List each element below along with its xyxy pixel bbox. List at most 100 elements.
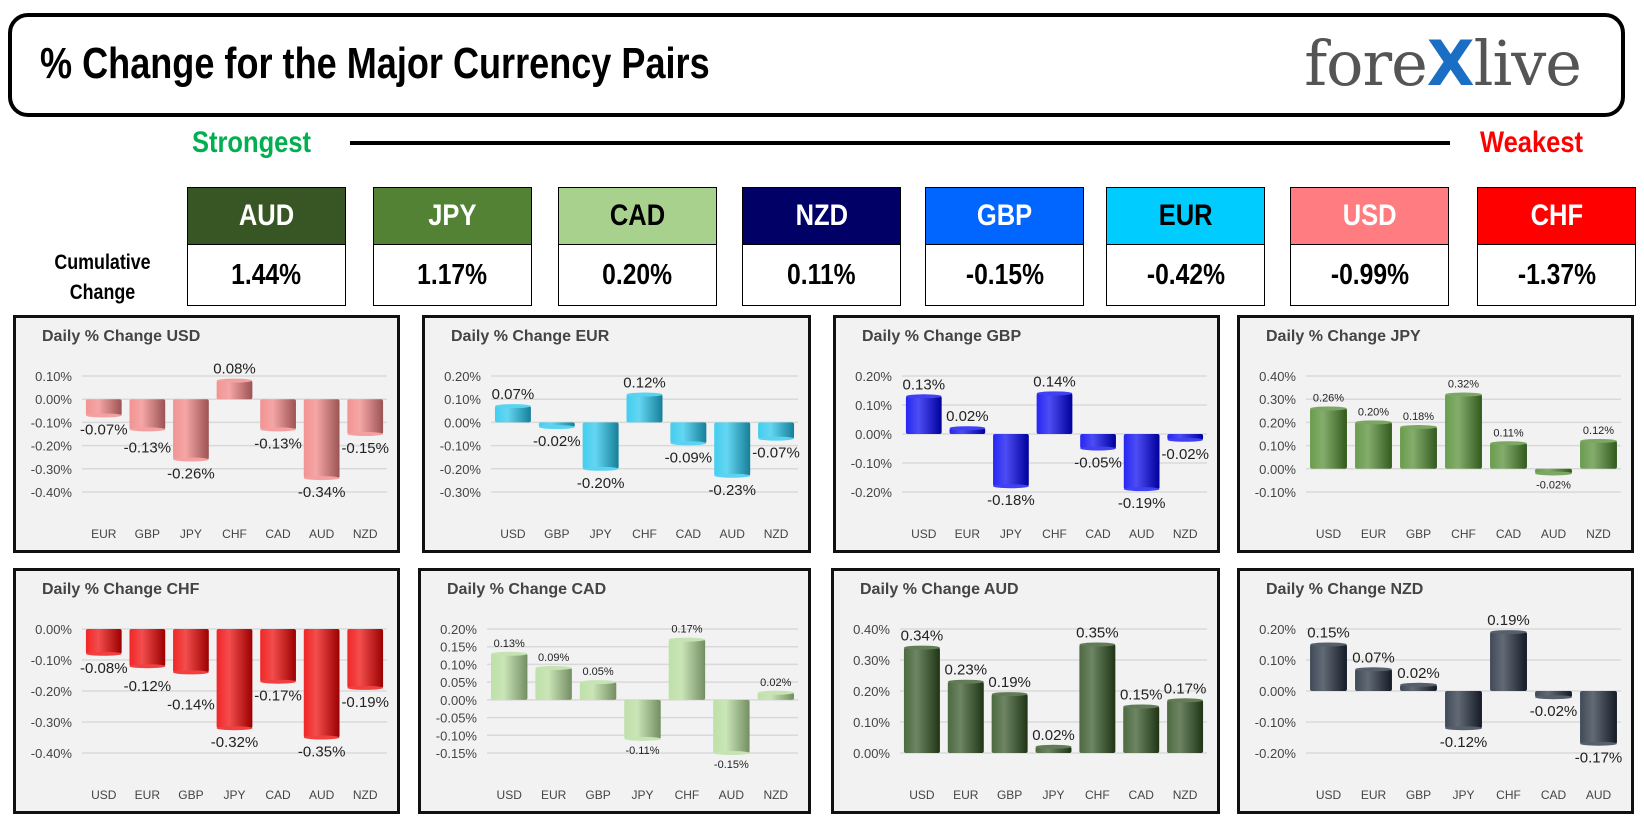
currency-code: USD (1291, 188, 1448, 245)
cumulative-value: -0.99% (1291, 245, 1448, 305)
y-tick-label: 0.40% (853, 622, 890, 637)
currency-box-usd: USD -0.99% (1290, 187, 1449, 306)
y-tick-label: 0.00% (1259, 462, 1296, 477)
x-tick-label: EUR (135, 788, 161, 802)
y-tick-label: 0.10% (1259, 653, 1296, 668)
y-tick-label: -0.30% (440, 485, 482, 500)
data-label: -0.13% (124, 439, 172, 456)
y-tick-label: 0.20% (444, 369, 481, 384)
currency-code: JPY (374, 188, 531, 245)
data-label: 0.13% (494, 638, 525, 650)
chart-title: Daily % Change NZD (1266, 581, 1424, 598)
chart-eur: Daily % Change EUR -0.30% -0.20% -0.10% 0.00… (422, 315, 811, 553)
data-label: 0.18% (1403, 411, 1434, 423)
bar-cap (1123, 704, 1160, 709)
data-label: 0.34% (901, 628, 944, 645)
data-label: 0.32% (1448, 379, 1479, 391)
y-tick-label: -0.20% (31, 439, 73, 454)
y-tick-label: -0.10% (31, 415, 73, 430)
data-label: -0.12% (1440, 734, 1488, 751)
chart-gbp: Daily % Change GBP -0.20% -0.10% 0.00% 0.10%… (833, 315, 1220, 553)
bar-gbp (1400, 427, 1437, 469)
bar-cap (1310, 406, 1347, 411)
x-tick-label: GBP (585, 788, 610, 802)
y-tick-label: 0.05% (440, 675, 477, 690)
x-tick-label: CAD (676, 527, 702, 541)
bar-cap (1123, 487, 1160, 492)
x-tick-label: CHF (1085, 788, 1110, 802)
bar-usd (494, 406, 531, 423)
x-tick-label: EUR (1361, 527, 1387, 541)
bar-cad (1080, 434, 1116, 449)
bar-chart: -0.40% -0.30% -0.20% -0.10% 0.00% USD EUR GBP JP… (31, 622, 389, 802)
bar-cap (1535, 695, 1572, 700)
x-tick-label: NZD (764, 527, 789, 541)
currency-box-chf: CHF -1.37% (1477, 187, 1636, 306)
bar-chf (216, 380, 253, 400)
bar-cap (714, 473, 751, 478)
bar-jpy (1445, 691, 1482, 729)
data-label: 0.12% (1583, 425, 1614, 437)
bar-cap (216, 726, 253, 731)
x-tick-label: JPY (223, 788, 245, 802)
header-banner: % Change for the Major Currency Pairs fo… (8, 13, 1625, 117)
bar-cap (947, 679, 984, 684)
bar-chart: -0.10% 0.00% 0.10% 0.20% 0.30% 0.40% USD EUR GBP… (1255, 369, 1621, 541)
x-tick-label: USD (91, 788, 117, 802)
bar-cap (903, 645, 940, 650)
data-label: 0.02% (760, 677, 791, 689)
bar-cap (1167, 698, 1204, 703)
y-tick-label: -0.10% (436, 728, 478, 743)
y-tick-label: 0.10% (440, 657, 477, 672)
data-label: 0.14% (1033, 373, 1076, 390)
chart-nzd: Daily % Change NZD -0.20% -0.10% 0.00% 0.10%… (1237, 568, 1634, 814)
bar-cap (260, 427, 296, 432)
x-tick-label: JPY (180, 527, 202, 541)
x-tick-label: NZD (1173, 527, 1198, 541)
bar-cap (758, 436, 795, 441)
page-title: % Change for the Major Currency Pairs (40, 39, 710, 88)
y-tick-label: -0.30% (31, 715, 73, 730)
data-label: -0.15% (341, 440, 389, 457)
x-tick-label: JPY (631, 788, 653, 802)
bar-cap (905, 394, 942, 399)
bar-cap (713, 751, 750, 755)
x-tick-label: CHF (675, 788, 700, 802)
cumulative-value: 1.44% (188, 245, 345, 305)
bar-eur (85, 399, 122, 416)
bar-cap (1490, 441, 1527, 446)
data-label: 0.05% (582, 666, 613, 678)
y-tick-label: -0.10% (851, 456, 893, 471)
x-tick-label: JPY (1452, 788, 1474, 802)
y-tick-label: 0.10% (855, 398, 892, 413)
x-tick-label: EUR (955, 527, 981, 541)
bar-cap (1400, 425, 1437, 430)
data-label: -0.02% (1161, 446, 1209, 463)
bar-aud (1580, 691, 1617, 744)
data-label: -0.02% (533, 433, 581, 450)
x-tick-label: GBP (178, 788, 203, 802)
chart-title: Daily % Change AUD (860, 581, 1019, 598)
data-label: -0.32% (211, 734, 259, 751)
currency-box-aud: AUD 1.44% (187, 187, 346, 306)
y-tick-label: 0.20% (440, 622, 477, 637)
data-label: -0.07% (752, 445, 800, 462)
bar-cap (303, 735, 340, 740)
bar-cap (1079, 642, 1116, 647)
data-label: 0.09% (538, 652, 569, 664)
bar-chf (1445, 394, 1482, 469)
bar-usd (490, 653, 528, 700)
bar-nzd (758, 422, 795, 439)
data-label: -0.17% (254, 688, 302, 705)
bar-eur (129, 629, 166, 667)
bar-chf (1036, 393, 1073, 434)
x-tick-label: GBP (544, 527, 569, 541)
y-tick-label: -0.20% (440, 462, 482, 477)
x-tick-label: CAD (1085, 527, 1111, 541)
bar-cap (579, 680, 617, 685)
cumulative-value: -0.15% (926, 245, 1083, 305)
data-label: -0.07% (80, 421, 128, 438)
y-tick-label: -0.20% (1255, 746, 1297, 761)
bar-cad (1123, 706, 1160, 753)
x-tick-label: NZD (1173, 788, 1198, 802)
